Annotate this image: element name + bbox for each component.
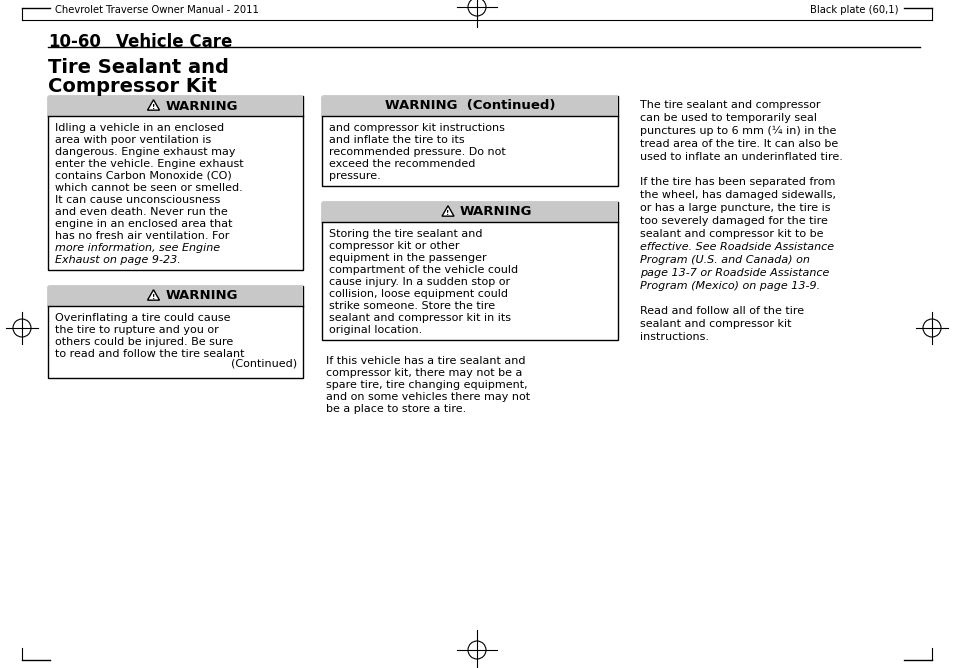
Text: Read and follow all of the tire: Read and follow all of the tire — [639, 306, 803, 316]
Polygon shape — [148, 100, 159, 110]
Text: and even death. Never run the: and even death. Never run the — [55, 207, 228, 217]
Text: compressor kit or other: compressor kit or other — [329, 241, 459, 251]
Text: the wheel, has damaged sidewalls,: the wheel, has damaged sidewalls, — [639, 190, 835, 200]
Text: Exhaust on page 9-23.: Exhaust on page 9-23. — [55, 255, 180, 265]
Text: pressure.: pressure. — [329, 171, 380, 181]
Text: and inflate the tire to its: and inflate the tire to its — [329, 135, 464, 145]
Text: sealant and compressor kit: sealant and compressor kit — [639, 319, 791, 329]
Text: Vehicle Care: Vehicle Care — [116, 33, 233, 51]
Text: strike someone. Store the tire: strike someone. Store the tire — [329, 301, 495, 311]
Text: recommended pressure. Do not: recommended pressure. Do not — [329, 147, 505, 157]
Text: Chevrolet Traverse Owner Manual - 2011: Chevrolet Traverse Owner Manual - 2011 — [55, 5, 258, 15]
Text: area with poor ventilation is: area with poor ventilation is — [55, 135, 211, 145]
Bar — [48, 286, 303, 306]
Text: and on some vehicles there may not: and on some vehicles there may not — [326, 392, 530, 402]
Text: sealant and compressor kit to be: sealant and compressor kit to be — [639, 229, 822, 239]
Text: page 13-7 or Roadside Assistance: page 13-7 or Roadside Assistance — [639, 268, 828, 278]
Bar — [322, 202, 618, 340]
Text: punctures up to 6 mm (¼ in) in the: punctures up to 6 mm (¼ in) in the — [639, 126, 836, 136]
Text: WARNING: WARNING — [165, 289, 237, 303]
Text: enter the vehicle. Engine exhaust: enter the vehicle. Engine exhaust — [55, 159, 243, 169]
Text: Program (U.S. and Canada) on: Program (U.S. and Canada) on — [639, 255, 809, 265]
Text: If this vehicle has a tire sealant and: If this vehicle has a tire sealant and — [326, 356, 525, 366]
Text: compressor kit, there may not be a: compressor kit, there may not be a — [326, 368, 522, 378]
Text: WARNING  (Continued): WARNING (Continued) — [384, 100, 555, 112]
Polygon shape — [441, 206, 454, 216]
Text: !: ! — [152, 104, 155, 110]
Text: Program (Mexico) on page 13-9.: Program (Mexico) on page 13-9. — [639, 281, 820, 291]
Text: cause injury. In a sudden stop or: cause injury. In a sudden stop or — [329, 277, 510, 287]
Text: Overinflating a tire could cause: Overinflating a tire could cause — [55, 313, 231, 323]
Text: engine in an enclosed area that: engine in an enclosed area that — [55, 219, 233, 229]
Text: WARNING: WARNING — [459, 206, 532, 218]
Text: original location.: original location. — [329, 325, 422, 335]
Text: !: ! — [152, 293, 155, 299]
Text: more information, see Engine: more information, see Engine — [55, 243, 220, 253]
Bar — [48, 96, 303, 270]
Bar — [322, 202, 618, 222]
Polygon shape — [148, 290, 159, 300]
Text: be a place to store a tire.: be a place to store a tire. — [326, 404, 466, 414]
Text: instructions.: instructions. — [639, 332, 708, 342]
Text: to read and follow the tire sealant: to read and follow the tire sealant — [55, 349, 244, 359]
Text: (Continued): (Continued) — [231, 359, 296, 369]
Text: contains Carbon Monoxide (CO): contains Carbon Monoxide (CO) — [55, 171, 232, 181]
Text: dangerous. Engine exhaust may: dangerous. Engine exhaust may — [55, 147, 235, 157]
Bar — [322, 96, 618, 116]
Bar — [48, 286, 303, 378]
Text: used to inflate an underinflated tire.: used to inflate an underinflated tire. — [639, 152, 842, 162]
Text: Storing the tire sealant and: Storing the tire sealant and — [329, 229, 482, 239]
Text: If the tire has been separated from: If the tire has been separated from — [639, 177, 835, 187]
Text: !: ! — [446, 210, 449, 216]
Text: It can cause unconsciousness: It can cause unconsciousness — [55, 195, 220, 205]
Text: Black plate (60,1): Black plate (60,1) — [810, 5, 898, 15]
Text: spare tire, tire changing equipment,: spare tire, tire changing equipment, — [326, 380, 527, 390]
Text: effective. See Roadside Assistance: effective. See Roadside Assistance — [639, 242, 833, 252]
Text: collision, loose equipment could: collision, loose equipment could — [329, 289, 507, 299]
Text: Idling a vehicle in an enclosed: Idling a vehicle in an enclosed — [55, 123, 224, 133]
Text: too severely damaged for the tire: too severely damaged for the tire — [639, 216, 827, 226]
Text: can be used to temporarily seal: can be used to temporarily seal — [639, 113, 816, 123]
Text: 10-60: 10-60 — [48, 33, 101, 51]
Text: exceed the recommended: exceed the recommended — [329, 159, 475, 169]
Text: compartment of the vehicle could: compartment of the vehicle could — [329, 265, 517, 275]
Text: Tire Sealant and: Tire Sealant and — [48, 58, 229, 77]
Text: others could be injured. Be sure: others could be injured. Be sure — [55, 337, 233, 347]
Text: equipment in the passenger: equipment in the passenger — [329, 253, 486, 263]
Text: The tire sealant and compressor: The tire sealant and compressor — [639, 100, 820, 110]
Bar — [322, 96, 618, 186]
Text: which cannot be seen or smelled.: which cannot be seen or smelled. — [55, 183, 242, 193]
Text: Compressor Kit: Compressor Kit — [48, 77, 216, 96]
Bar — [48, 96, 303, 116]
Text: sealant and compressor kit in its: sealant and compressor kit in its — [329, 313, 511, 323]
Text: or has a large puncture, the tire is: or has a large puncture, the tire is — [639, 203, 830, 213]
Text: tread area of the tire. It can also be: tread area of the tire. It can also be — [639, 139, 838, 149]
Text: and compressor kit instructions: and compressor kit instructions — [329, 123, 504, 133]
Text: the tire to rupture and you or: the tire to rupture and you or — [55, 325, 218, 335]
Text: has no fresh air ventilation. For: has no fresh air ventilation. For — [55, 231, 229, 241]
Text: WARNING: WARNING — [165, 100, 237, 112]
